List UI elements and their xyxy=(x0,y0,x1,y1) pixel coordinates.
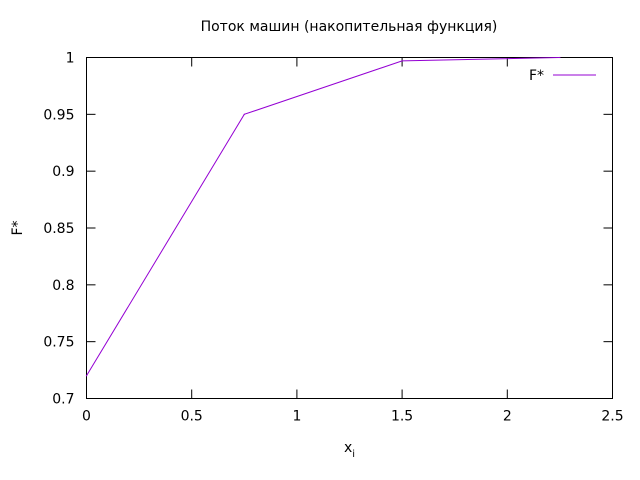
y-axis-ticks: 0.7 0.75 0.8 0.85 0.9 0.95 1 xyxy=(43,51,613,408)
y-tick-label: 0.8 xyxy=(52,278,74,294)
x-tick-label: 2.5 xyxy=(601,409,623,425)
series-layer xyxy=(85,56,561,377)
y-tick-label: 0.7 xyxy=(52,392,74,408)
plot-frame xyxy=(86,57,613,399)
y-tick-label: 0.85 xyxy=(43,221,74,237)
x-tick-label: 2 xyxy=(503,409,512,425)
x-tick-label: 0 xyxy=(82,409,91,425)
x-axis-ticks: 0 0.5 1 1.5 2 2.5 xyxy=(82,57,624,425)
y-tick-label: 0.9 xyxy=(52,164,74,180)
x-axis-label-main: x xyxy=(344,440,352,456)
data-point xyxy=(243,113,245,115)
series-line xyxy=(86,57,560,377)
y-tick-label: 0.75 xyxy=(43,335,74,351)
legend-label: F* xyxy=(529,68,544,84)
x-tick-label: 0.5 xyxy=(181,409,203,425)
data-point xyxy=(401,60,403,62)
data-point xyxy=(559,56,561,59)
legend: F* xyxy=(529,68,596,84)
x-tick-label: 1.5 xyxy=(391,409,413,425)
data-point xyxy=(85,375,88,377)
x-axis-label: xi xyxy=(344,440,355,460)
y-tick-label: 1 xyxy=(66,51,75,67)
y-tick-label: 0.95 xyxy=(43,107,74,123)
chart-title: Поток машин (накопительная функция) xyxy=(201,19,498,35)
y-axis-label: F* xyxy=(10,220,26,235)
x-axis-label-subscript: i xyxy=(352,449,355,460)
x-tick-label: 1 xyxy=(292,409,301,425)
